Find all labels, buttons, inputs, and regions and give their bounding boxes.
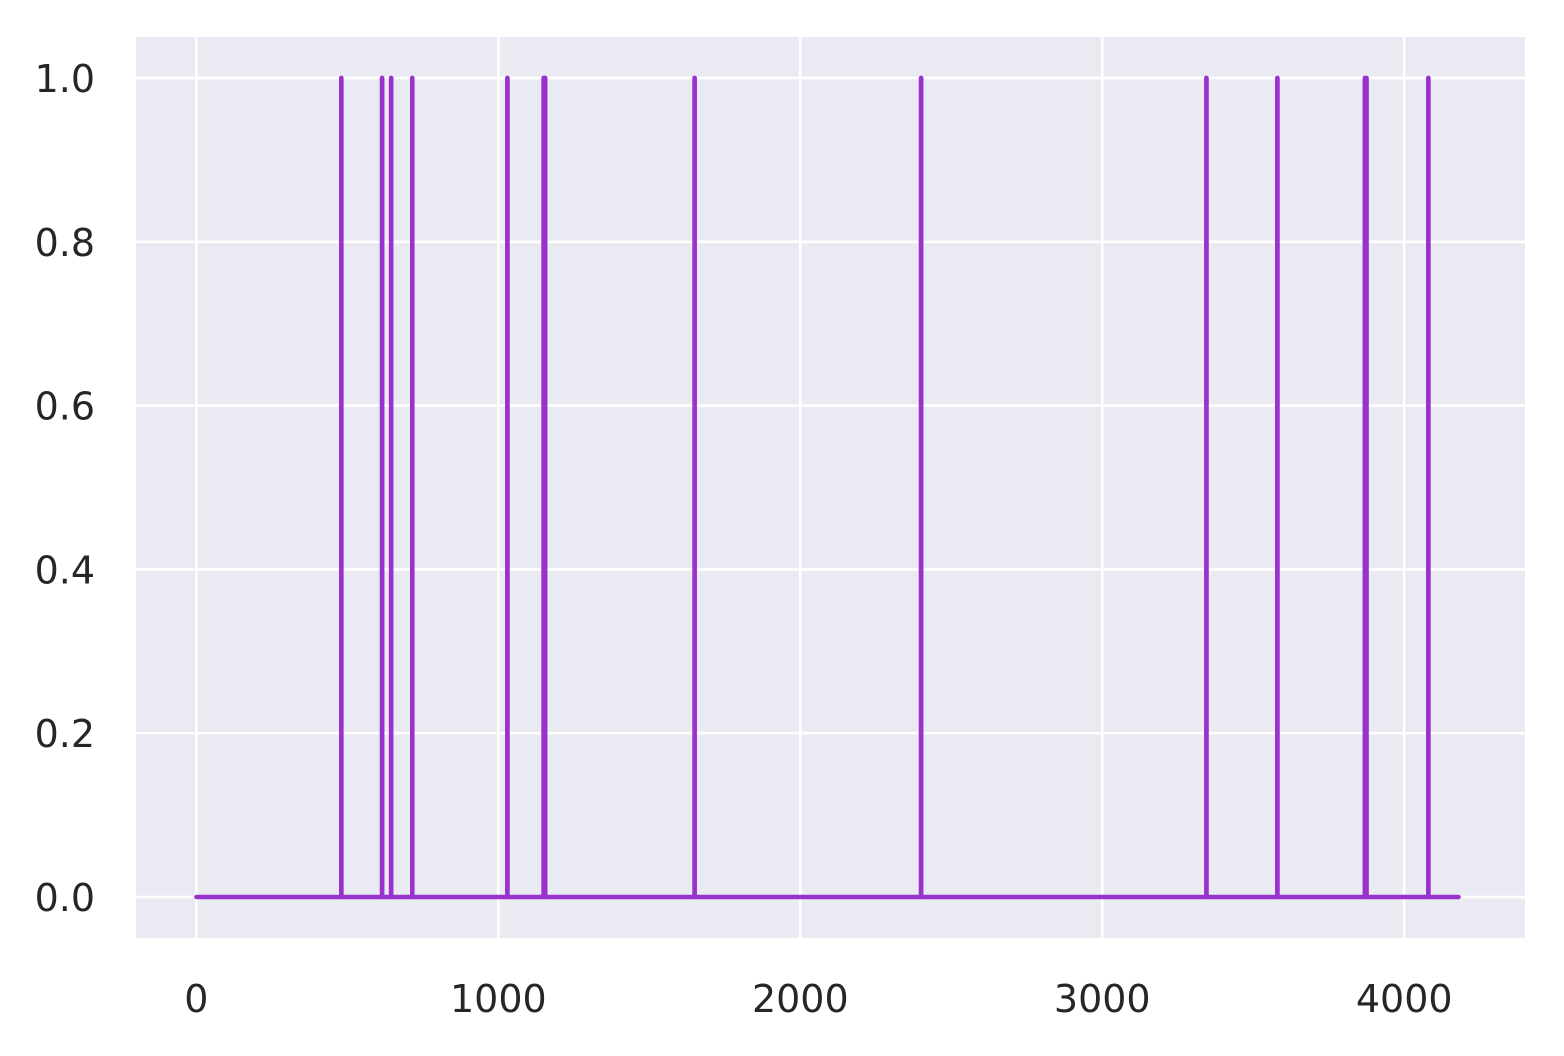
y-tick-label: 0.4 xyxy=(35,548,95,592)
x-tick-label: 4000 xyxy=(1356,977,1453,1021)
y-tick-label: 1.0 xyxy=(35,57,95,101)
series-group xyxy=(194,75,1461,900)
x-tick-label: 1000 xyxy=(450,977,547,1021)
y-tick-label: 0.6 xyxy=(35,385,95,429)
x-tick-label: 2000 xyxy=(752,977,849,1021)
x-axis-tick-labels: 0 1000 2000 3000 4000 xyxy=(184,977,1452,1021)
x-tick-label: 0 xyxy=(184,977,208,1021)
y-axis-tick-labels: 0.0 0.2 0.4 0.6 0.8 1.0 xyxy=(35,57,95,920)
y-tick-label: 0.2 xyxy=(35,712,95,756)
x-tick-label: 3000 xyxy=(1054,977,1151,1021)
y-tick-label: 0.8 xyxy=(35,221,95,265)
y-tick-label: 0.0 xyxy=(35,876,95,920)
plot-area xyxy=(136,37,1525,938)
